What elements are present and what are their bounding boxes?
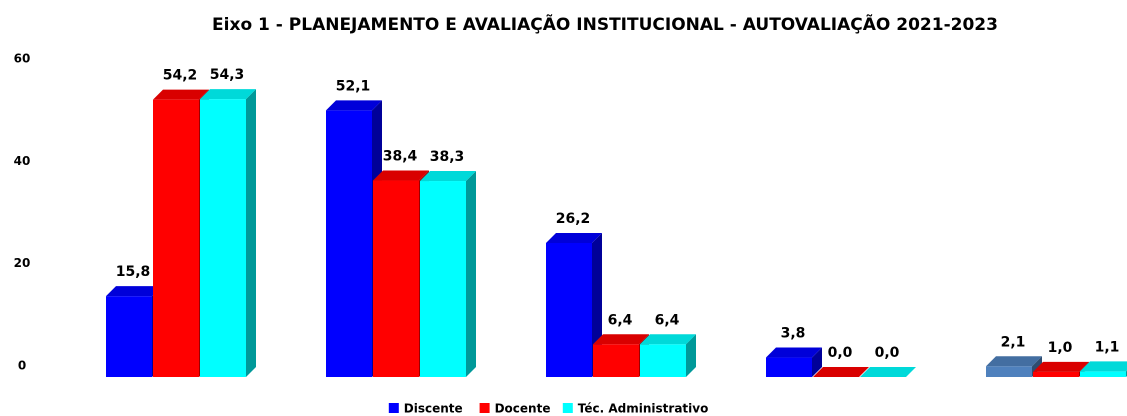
value-label: 1,1	[1095, 339, 1120, 355]
legend-label: Docente	[495, 402, 551, 416]
bar-front	[640, 344, 686, 377]
chart-title: Eixo 1 - PLANEJAMENTO E AVALIAÇÃO INSTIT…	[212, 12, 998, 35]
bar	[546, 232, 602, 377]
value-label: 6,4	[608, 312, 633, 328]
bar-top	[373, 170, 429, 181]
bar	[200, 89, 256, 377]
y-tick-label: 40	[14, 154, 31, 168]
bar-front	[1033, 371, 1079, 377]
value-label: 1,0	[1048, 340, 1073, 356]
bar-front	[106, 296, 152, 377]
bar-top	[986, 356, 1042, 367]
bar-top	[200, 89, 256, 100]
bar-side	[466, 171, 476, 377]
bar-top	[766, 347, 822, 358]
bar-side	[686, 334, 696, 377]
bar-side	[246, 89, 256, 377]
bar	[420, 171, 476, 377]
bar-front	[1080, 371, 1126, 377]
bar-front	[153, 99, 199, 377]
legend-label: Discente	[404, 402, 463, 416]
bar-side	[812, 347, 822, 377]
bar	[813, 367, 869, 377]
value-label: 0,0	[828, 345, 853, 361]
bar-front	[373, 180, 419, 377]
bar-top	[420, 171, 476, 182]
value-label: 26,2	[556, 211, 591, 227]
bar-top	[1080, 361, 1127, 372]
bar-top	[1033, 361, 1089, 372]
y-tick-label: 60	[14, 52, 31, 66]
bar-top	[546, 232, 602, 243]
bar-top	[106, 286, 162, 297]
bar-top	[860, 367, 916, 377]
bar-top	[813, 367, 869, 377]
bar-front	[766, 357, 812, 377]
bar-top	[640, 334, 696, 345]
y-tick-label: 20	[14, 256, 31, 270]
value-label: 3,8	[781, 326, 806, 342]
bar	[766, 347, 822, 377]
bar-front	[420, 181, 466, 377]
bar-front	[593, 344, 639, 377]
bar-front	[546, 242, 592, 377]
value-label: 52,1	[336, 78, 371, 94]
bar-top	[593, 334, 649, 345]
bar-top	[153, 89, 209, 100]
value-label: 6,4	[655, 312, 680, 328]
legend-label: Téc. Administrativo	[578, 402, 709, 416]
legend-swatch	[562, 403, 573, 413]
bar	[640, 334, 696, 377]
value-label: 38,3	[430, 149, 465, 165]
bar-front	[200, 99, 246, 377]
value-label: 38,4	[383, 149, 418, 165]
bar	[860, 367, 916, 377]
value-label: 54,2	[163, 68, 198, 84]
legend-swatch	[479, 403, 490, 413]
legend-swatch	[388, 403, 399, 413]
value-label: 2,1	[1001, 334, 1026, 350]
bar-top	[326, 100, 382, 111]
bar-front	[986, 366, 1032, 377]
bar-front	[326, 110, 372, 378]
value-label: 54,3	[210, 67, 245, 83]
value-label: 15,8	[116, 264, 151, 280]
value-label: 0,0	[875, 345, 900, 361]
y-tick-label: 0	[18, 359, 26, 373]
